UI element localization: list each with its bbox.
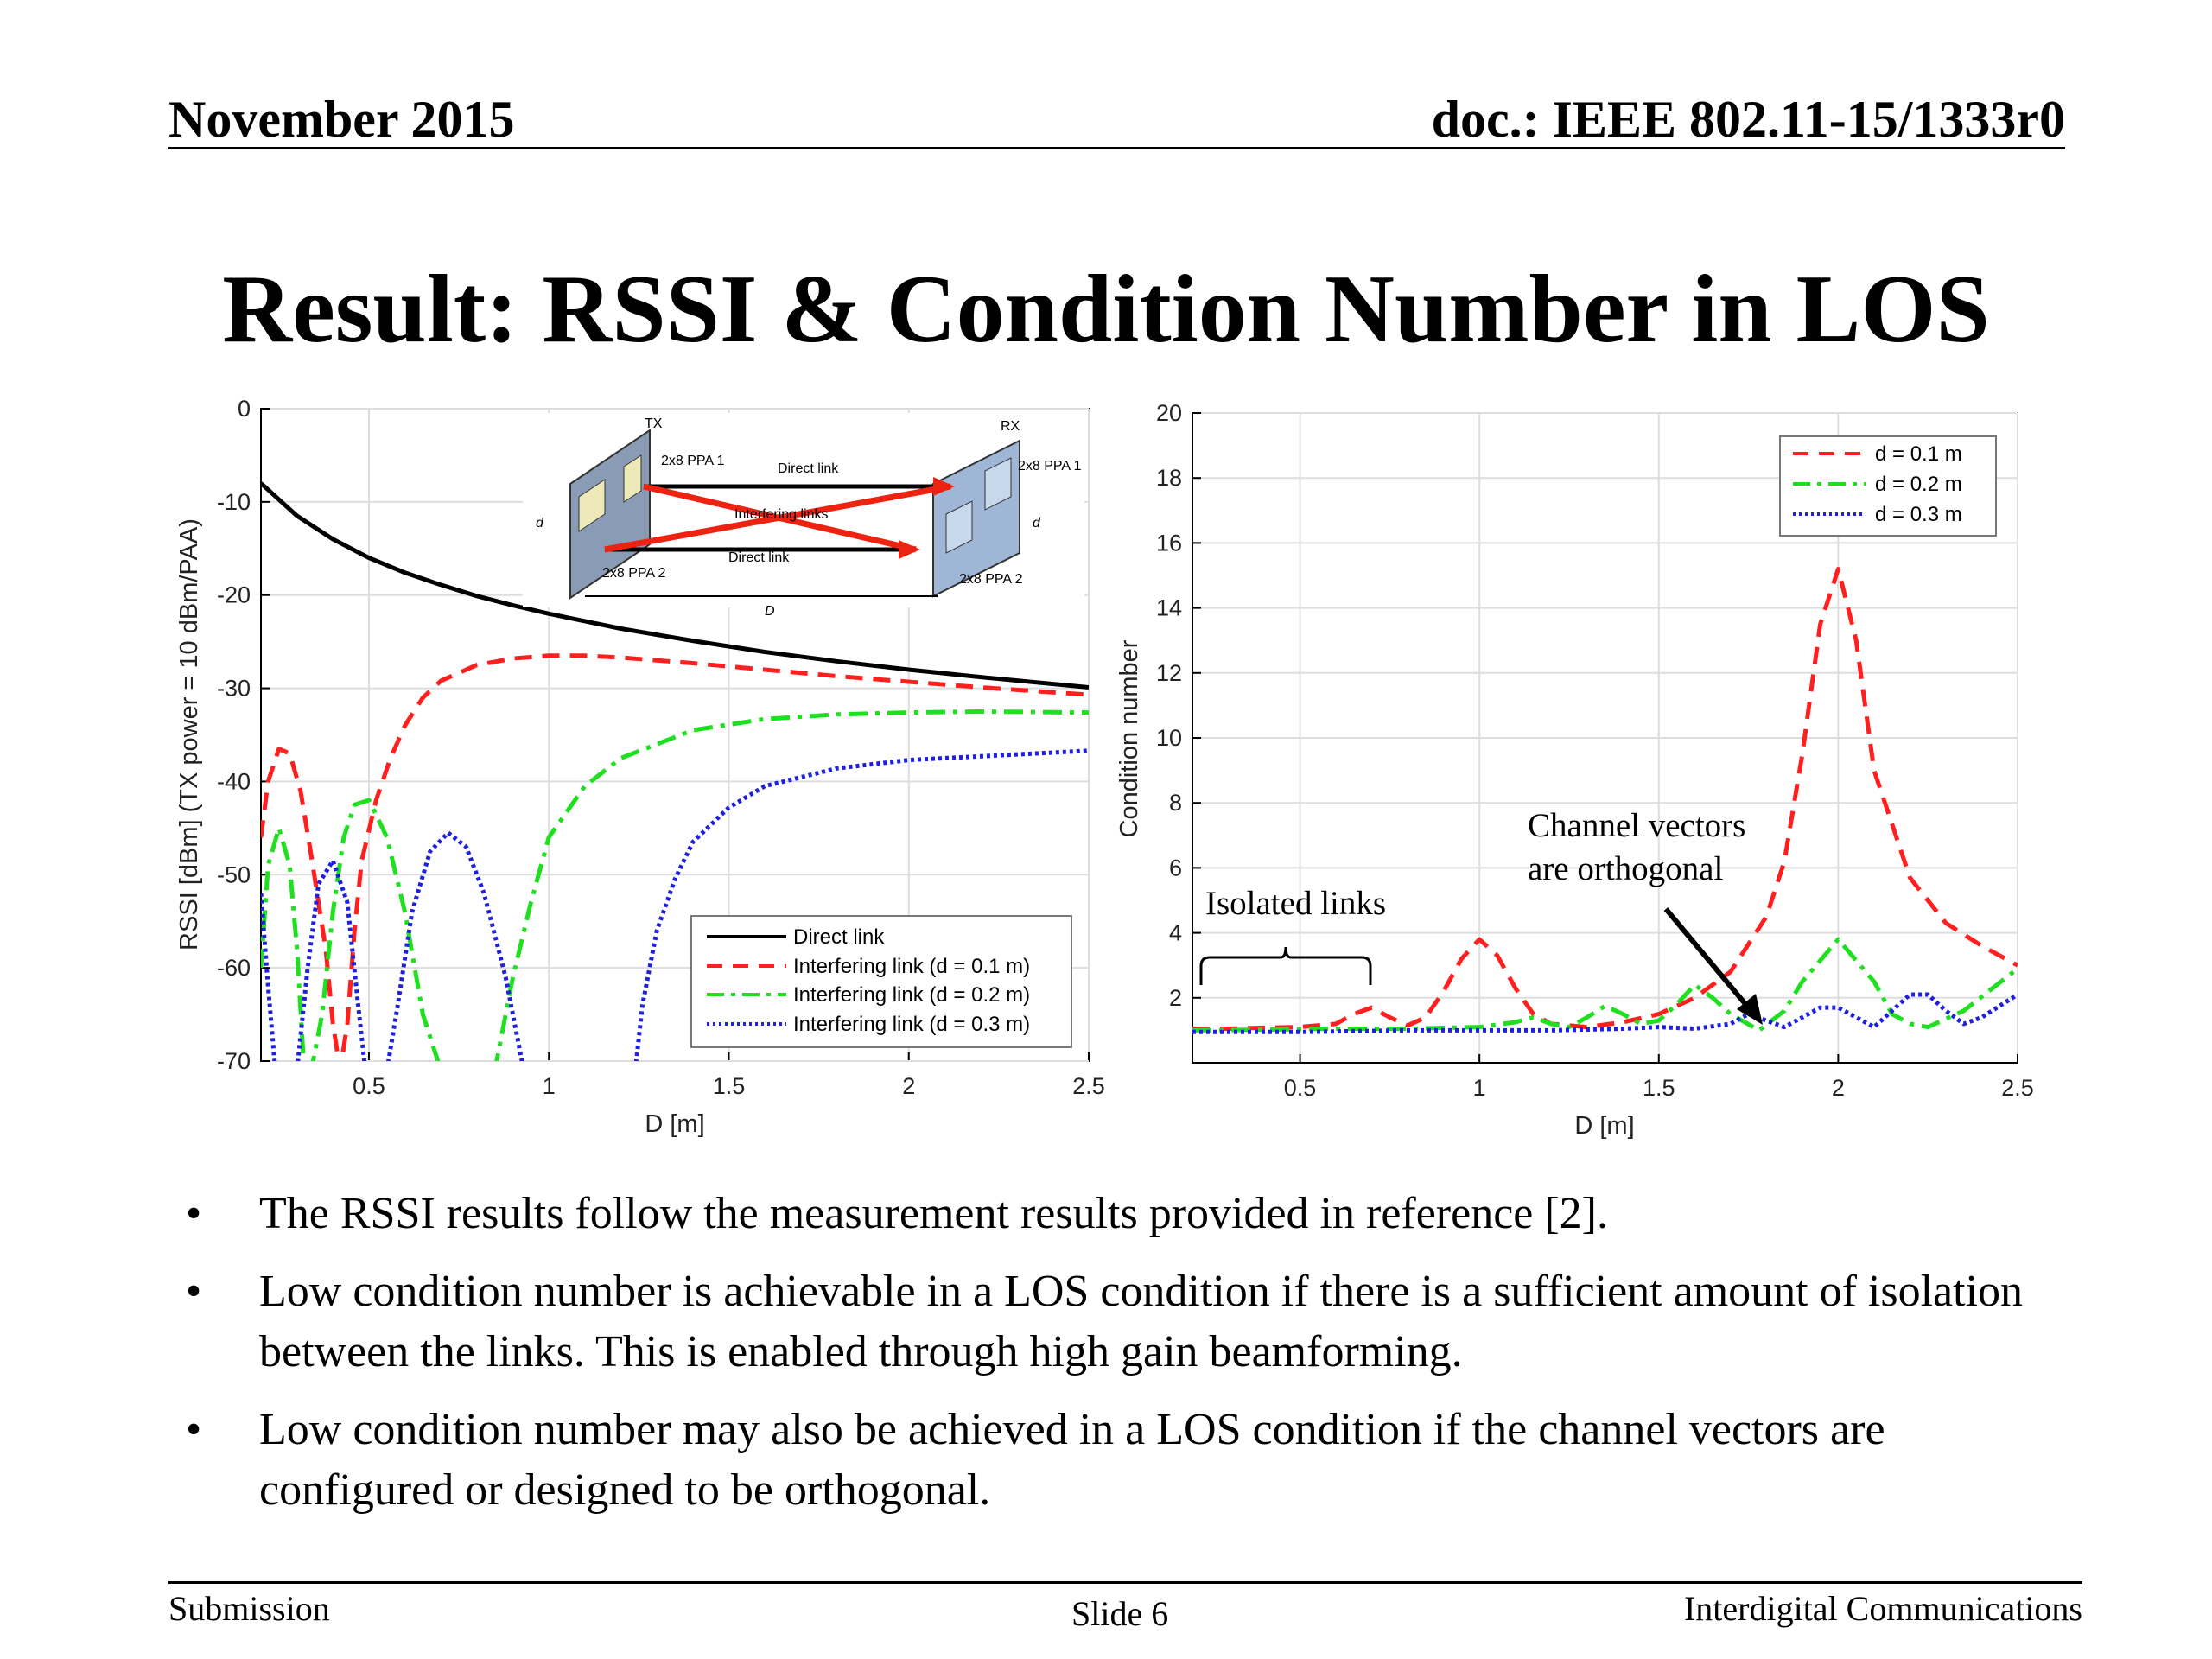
series-line-2 xyxy=(1192,992,2018,1034)
condition-grid xyxy=(1192,412,2018,1063)
condition-x-axis-label: D [m] xyxy=(1574,1112,1634,1140)
footer-submission: Submission xyxy=(168,1589,330,1628)
y-tick-label: -10 xyxy=(217,489,251,515)
tx-ppa-2 xyxy=(578,479,606,532)
bullet-dot: • xyxy=(186,1267,202,1316)
y-tick-label: -60 xyxy=(217,955,251,981)
y-tick-label: 8 xyxy=(1169,790,1182,816)
x-tick-label: 0.5 xyxy=(353,1073,385,1099)
legend-d01-label: d = 0.1 m xyxy=(1875,442,1962,466)
x-tick-label: 1 xyxy=(1473,1075,1486,1101)
orthogonal-arrow-head xyxy=(1737,994,1763,1025)
rssi-x-axis-label: D [m] xyxy=(645,1110,704,1138)
y-tick-label: -70 xyxy=(217,1048,251,1074)
y-tick-label: -40 xyxy=(217,768,251,794)
rx-ppa1-label: 2x8 PPA 1 xyxy=(1018,459,1082,474)
y-tick-label: 2 xyxy=(1169,985,1182,1011)
y-tick-label: 14 xyxy=(1156,595,1182,621)
y-tick-label: 10 xyxy=(1156,725,1182,751)
rssi-chart: 0.5 1 1.5 2 2.50-10-20-30-40-50-60-70 D [m] … xyxy=(175,396,1105,1138)
header-date: November 2015 xyxy=(168,91,515,148)
tx-ppa2-label: 2x8 PPA 2 xyxy=(602,566,666,581)
isolated-links-brace xyxy=(1199,946,1372,985)
condition-legend: d = 0.1 m d = 0.2 m d = 0.3 m xyxy=(1779,435,1997,537)
y-tick-label: -50 xyxy=(217,861,251,887)
x-tick-label: 1.5 xyxy=(713,1073,746,1099)
header-doc-id: doc.: IEEE 802.11-15/1333r0 xyxy=(1431,91,2065,148)
bullet-item: • Low condition number may also be achiev… xyxy=(186,1400,2087,1521)
header-rule xyxy=(168,147,2065,149)
series-line-0 xyxy=(261,481,1089,690)
y-tick-label: 0 xyxy=(238,396,251,422)
tx-ppa-1 xyxy=(623,454,642,503)
annotation-orthogonal-line2: are orthogonal xyxy=(1528,850,1723,887)
rx-label: RX xyxy=(1001,419,1020,434)
rx-ppa-2 xyxy=(945,500,973,554)
annotation-isolated-links: Isolated links xyxy=(1205,885,1386,922)
footer-slide-number: Slide 6 xyxy=(1071,1594,1169,1633)
bullet-text: Low condition number may also be achieve… xyxy=(259,1405,1885,1515)
distance-label: D xyxy=(765,604,775,619)
rx-ppa-1 xyxy=(984,457,1012,511)
series-line-3 xyxy=(261,748,1089,1061)
rssi-tick-labels: 0.5 1 1.5 2 2.5 0 -10 -20 -30 -40 -50 -60 -70 xyxy=(217,396,1105,1099)
interfering-link-2 xyxy=(604,483,951,553)
y-tick-label: 16 xyxy=(1156,530,1182,556)
antenna-setup-diagram: TX RX 2x8 PPA 1 2x8 PPA 1 2x8 PPA 2 2x8 … xyxy=(523,413,1084,619)
bullet-dot: • xyxy=(186,1189,202,1238)
y-tick-label: 20 xyxy=(1156,400,1182,426)
tx-label: TX xyxy=(645,416,663,431)
direct-link-bottom-arrow xyxy=(899,540,920,559)
x-tick-label: 2 xyxy=(902,1073,915,1099)
y-tick-label: 12 xyxy=(1156,660,1182,686)
bullet-text: Low condition number is achievable in a … xyxy=(259,1267,2024,1376)
rx-ppa2-label: 2x8 PPA 2 xyxy=(959,572,1023,587)
condition-y-axis-label: Condition number xyxy=(1116,639,1143,837)
interfering-links-label: Interfering links xyxy=(734,507,829,522)
bullet-item: • Low condition number is achievable in a… xyxy=(186,1262,2087,1382)
rssi-y-axis-label: RSSI [dBm] (TX power = 10 dBm/PAA) xyxy=(175,518,203,950)
x-tick-label: 2.5 xyxy=(2001,1075,2034,1101)
bullet-item: • The RSSI results follow the measurement… xyxy=(186,1184,2087,1244)
direct-link-top-label: Direct link xyxy=(778,461,839,476)
y-tick-label: 6 xyxy=(1169,855,1182,880)
x-tick-label: 2.5 xyxy=(1072,1073,1105,1099)
annotation-orthogonal-line1: Channel vectors xyxy=(1528,807,1745,844)
footer-company: Interdigital Communications xyxy=(1683,1589,2082,1628)
legend-d02-label: d = 0.2 m xyxy=(1875,473,1962,496)
bullet-dot: • xyxy=(186,1405,202,1454)
direct-link-bottom-label: Direct link xyxy=(728,550,790,565)
bullet-list: • The RSSI results follow the measurement… xyxy=(186,1184,2087,1538)
condition-number-chart: 0.5 1 1.5 2 2.5 2 4 6 8 10 12 14 16 18 20 D [m] Condit… xyxy=(1116,400,2034,1140)
series-line-1 xyxy=(261,653,1089,1061)
rssi-legend: Direct link Interfering link (d = 0.1 m)… xyxy=(690,915,1072,1048)
separation-label-rx: d xyxy=(1033,516,1041,531)
x-tick-label: 1.5 xyxy=(1643,1075,1675,1101)
legend-direct-label: Direct link xyxy=(793,925,885,949)
legend-d03-label: d = 0.3 m xyxy=(1875,503,1962,526)
x-tick-label: 1 xyxy=(543,1073,556,1099)
condition-tick-labels: 0.5 1 1.5 2 2.5 2 4 6 8 10 12 14 16 18 20 xyxy=(1156,400,2034,1101)
condition-series xyxy=(1192,567,2018,1034)
x-tick-label: 0.5 xyxy=(1284,1075,1317,1101)
direct-link-top-arrow xyxy=(933,477,955,496)
rssi-series xyxy=(261,481,1089,1061)
orthogonal-arrow-shaft xyxy=(1663,907,1752,1011)
separation-label-tx: d xyxy=(536,516,544,531)
footer-rule xyxy=(168,1581,2082,1584)
y-tick-label: -30 xyxy=(217,676,251,702)
series-line-1 xyxy=(1192,937,2018,1033)
tx-ppa1-label: 2x8 PPA 1 xyxy=(661,454,725,468)
x-tick-label: 2 xyxy=(1832,1075,1845,1101)
legend-d01-label: Interfering link (d = 0.1 m) xyxy=(793,955,1030,978)
y-tick-label: -20 xyxy=(217,582,251,608)
legend-d03-label: Interfering link (d = 0.3 m) xyxy=(793,1013,1030,1036)
y-tick-label: 4 xyxy=(1169,920,1182,946)
bullet-text: The RSSI results follow the measurement … xyxy=(259,1189,1608,1238)
slide-title: Result: RSSI & Condition Number in LOS xyxy=(222,256,1990,363)
y-tick-label: 18 xyxy=(1156,465,1182,491)
legend-d02-label: Interfering link (d = 0.2 m) xyxy=(793,983,1030,1007)
